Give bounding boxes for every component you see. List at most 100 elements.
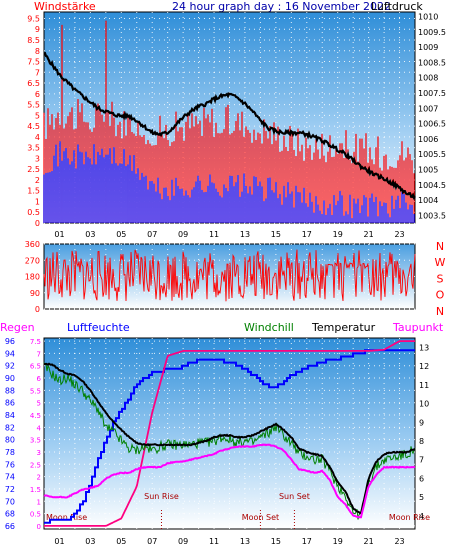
time-tick: 03 [85,537,95,546]
pressure-tick: 1004 [418,196,438,205]
wind-tick: 2.5 [27,165,40,174]
wind-tick: 8.5 [27,36,40,45]
pressure-tick: 1006 [418,135,438,144]
time-tick: 15 [271,537,281,546]
time-tick: 15 [271,230,281,239]
rain-tick: 4.5 [30,412,41,420]
temperature-tick: 11 [419,381,429,390]
pressure-tick: 1005.5 [418,150,446,159]
humidity-axis-ticks: 66 68 70 72 74 76 78 80 82 84 86 88 90 92 94 96 [5,337,15,531]
rain-tick: 3 [37,449,41,457]
rain-tick: 2.5 [30,461,41,469]
wind-tick: 5.5 [27,101,40,110]
wind-tick: 8 [35,47,40,56]
climate-series [43,340,416,527]
humidity-tick: 96 [5,337,15,346]
time-tick: 05 [116,537,126,546]
rain-label: Regen [0,321,35,334]
wind-axis-ticks: 0 0.5 11.5 2 2.5 33.5 4 4.5 55.5 6 6.5 77.5 8 8.5 9 9.5 [27,14,40,228]
pressure-tick: 1008 [418,74,438,83]
wind-tick: 6.5 [27,79,40,88]
compass-label: N [436,240,444,253]
temperature-label: Temperatur [311,321,376,334]
time-tick: 01 [54,230,64,239]
compass-label: W [435,256,446,269]
humidity-tick: 70 [5,497,15,506]
time-tick: 05 [116,230,126,239]
temperature-tick: 13 [419,343,429,352]
wind-tick: 4.5 [27,122,40,131]
time-tick: 19 [333,230,343,239]
rain-tick: 0.5 [30,511,41,519]
pressure-tick: 1007 [418,104,438,113]
temperature-tick: 7 [419,456,424,465]
pressure-tick: 1007.5 [418,89,446,98]
windchill-line [43,362,416,520]
direction-line [43,249,416,302]
humidity-label: Luftfeuchte [67,321,130,334]
direction-tick: 180 [25,273,40,282]
astro-events: Moon Rise Sun Rise Moon Set Sun Set Moon Ris… [46,492,430,529]
pressure-tick: 1006.5 [418,120,446,129]
wind-tick: 1 [35,197,40,206]
wind-series [43,141,415,223]
pressure-tick: 1010 [418,13,438,22]
humidity-tick: 88 [5,386,15,395]
temperature-axis-ticks: 4 5 6 7 8 9 10 11 12 13 [419,343,429,521]
humidity-tick: 74 [5,473,15,482]
compass-label: S [437,272,444,285]
humidity-tick: 68 [5,510,15,519]
temperature-tick: 9 [419,418,424,427]
pressure-tick: 1005 [418,165,438,174]
rain-axis-ticks: 0 0.5 1 1.5 2 2.5 3 3.5 4 4.5 5 5.5 6 6.5 7 7.5 [30,338,42,531]
time-tick: 01 [54,537,64,546]
time-tick: 17 [302,537,312,546]
dewpoint-label: Taupunkt [392,321,444,334]
time-tick: 13 [240,230,250,239]
humidity-tick: 80 [5,436,15,445]
compass-label: O [436,289,445,302]
wind-tick: 7.5 [27,58,40,67]
time-tick: 23 [394,537,404,546]
rain-tick: 6 [37,375,42,383]
time-tick: 09 [178,230,188,239]
wind-tick: 4 [35,133,40,142]
time-tick: 13 [240,537,250,546]
humidity-line [44,349,415,524]
rain-tick: 7.5 [30,338,41,346]
event-label: Sun Set [279,492,310,501]
dewpoint-line [43,443,416,519]
direction-tick: 270 [25,256,40,265]
temperature-tick: 5 [419,493,424,502]
temperature-line [43,362,416,515]
time-tick: 23 [394,230,404,239]
windchill-label: Windchill [244,321,294,334]
rain-tick: 5 [37,400,41,408]
humidity-tick: 66 [5,522,15,531]
temperature-tick: 4 [419,512,424,521]
event-label: Moon Set [242,513,279,522]
direction-tick: 360 [25,240,40,249]
time-tick: 21 [364,230,374,239]
time-axis-ticks: 01 03 05 07 09 11 13 15 17 19 21 23 [54,230,404,239]
temperature-tick: 10 [419,400,429,409]
rain-tick: 5.5 [30,387,41,395]
event-label: Moon Rise [389,513,430,522]
wind-tick: 9.5 [27,14,40,23]
compass-label: N [436,305,444,318]
humidity-tick: 84 [5,411,15,420]
pressure-tick: 1009 [418,43,438,52]
pressure-tick: 1009.5 [418,28,446,37]
pressure-tick: 1008.5 [418,58,446,67]
rain-tick: 7 [37,350,41,358]
direction-axis-ticks: 0 90 180 270 360 [25,240,40,314]
time-tick: 09 [178,537,188,546]
wind-tick: 1.5 [27,187,40,196]
pressure-tick: 1003.5 [418,211,446,220]
event-label: Sun Rise [144,492,179,501]
humidity-tick: 72 [5,485,15,494]
wind-tick: 2 [35,176,40,185]
